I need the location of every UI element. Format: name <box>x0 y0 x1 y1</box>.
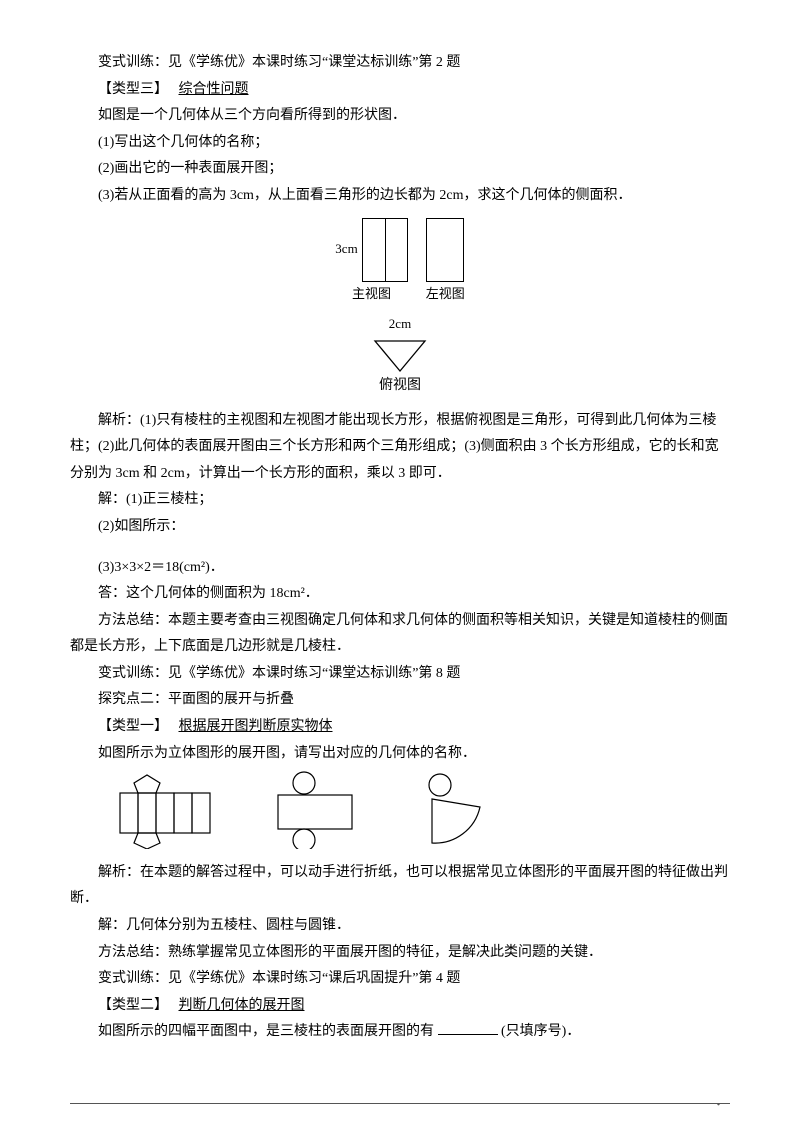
footer-mark: ・ <box>713 1095 724 1116</box>
explore-point-2: 探究点二：平面图的展开与折叠 <box>70 687 730 714</box>
front-view-rect <box>362 218 408 282</box>
type3-bracket-label: 【类型三】 <box>98 82 168 97</box>
side-view-group: 左视图 <box>426 218 465 307</box>
sub-q2: (2)画出它的一种表面展开图； <box>70 156 730 183</box>
analysis-1: 解析：(1)只有棱柱的主视图和左视图才能出现长方形，根据俯视图是三角形，可得到此… <box>70 408 730 488</box>
variant-training-3: 变式训练：见《学练优》本课时练习“课后巩固提升”第 4 题 <box>70 966 730 993</box>
type2-title: 判断几何体的展开图 <box>179 998 305 1013</box>
solution-q2: 解：几何体分别为五棱柱、圆柱与圆锥． <box>70 913 730 940</box>
problem-stem: 如图是一个几何体从三个方向看所得到的形状图． <box>70 103 730 130</box>
nets-figure-row <box>110 771 500 849</box>
front-view-group: 3cm 主视图 <box>335 218 407 307</box>
three-views-figure: 3cm 主视图 左视图 2cm 俯视图 <box>70 218 730 400</box>
spacer <box>70 541 730 555</box>
analysis-2: 解析：在本题的解答过程中，可以动手进行折纸，也可以根据常见立体图形的平面展开图的… <box>70 860 730 913</box>
top-view-group: 2cm 俯视图 <box>70 312 730 399</box>
pentaprism-net <box>110 771 220 849</box>
height-dimension-label: 3cm <box>335 237 357 262</box>
q2-stem: 如图所示为立体图形的展开图，请写出对应的几何体的名称． <box>70 741 730 768</box>
front-view-label: 主视图 <box>352 282 391 307</box>
sub-q3: (3)若从正面看的高为 3cm，从上面看三角形的边长都为 2cm，求这个几何体的… <box>70 183 730 210</box>
answer-blank[interactable] <box>438 1020 498 1035</box>
page: 变式训练：见《学练优》本课时练习“课堂达标训练”第 2 题 【类型三】 综合性问… <box>0 0 800 1132</box>
variant-training-2: 变式训练：见《学练优》本课时练习“课堂达标训练”第 8 题 <box>70 661 730 688</box>
solution-2: (2)如图所示： <box>70 514 730 541</box>
top-view-triangle <box>371 337 429 373</box>
sub-q1: (1)写出这个几何体的名称； <box>70 130 730 157</box>
side-view-label: 左视图 <box>426 282 465 307</box>
method-summary-1: 方法总结：本题主要考查由三视图确定几何体和求几何体的侧面积等相关知识，关键是知道… <box>70 608 730 661</box>
top-view-label: 俯视图 <box>379 373 421 400</box>
side-view-rect <box>426 218 464 282</box>
type1-title: 根据展开图判断原实物体 <box>179 719 333 734</box>
q3-text-a: 如图所示的四幅平面图中，是三棱柱的表面展开图的有 <box>98 1024 434 1039</box>
solution-1: 解：(1)正三棱柱； <box>70 487 730 514</box>
cylinder-net <box>260 771 370 849</box>
cone-net <box>410 771 500 849</box>
method-summary-2: 方法总结：熟练掌握常见立体图形的平面展开图的特征，是解决此类问题的关键． <box>70 940 730 967</box>
width-dimension-label: 2cm <box>389 312 411 337</box>
q3-stem: 如图所示的四幅平面图中，是三棱柱的表面展开图的有 (只填序号)． <box>70 1019 730 1046</box>
type3-heading: 【类型三】 综合性问题 <box>70 77 730 104</box>
footer-divider <box>70 1103 730 1104</box>
type3-title: 综合性问题 <box>179 82 249 97</box>
type2-bracket-label: 【类型二】 <box>98 998 168 1013</box>
answer-line: 答：这个几何体的侧面积为 18cm²． <box>70 581 730 608</box>
q3-text-b: (只填序号)． <box>501 1024 580 1039</box>
type1-bracket-label: 【类型一】 <box>98 719 168 734</box>
type2-heading: 【类型二】 判断几何体的展开图 <box>70 993 730 1020</box>
variant-training-1: 变式训练：见《学练优》本课时练习“课堂达标训练”第 2 题 <box>70 50 730 77</box>
solution-3: (3)3×3×2＝18(cm²)． <box>70 555 730 582</box>
type1-heading: 【类型一】 根据展开图判断原实物体 <box>70 714 730 741</box>
